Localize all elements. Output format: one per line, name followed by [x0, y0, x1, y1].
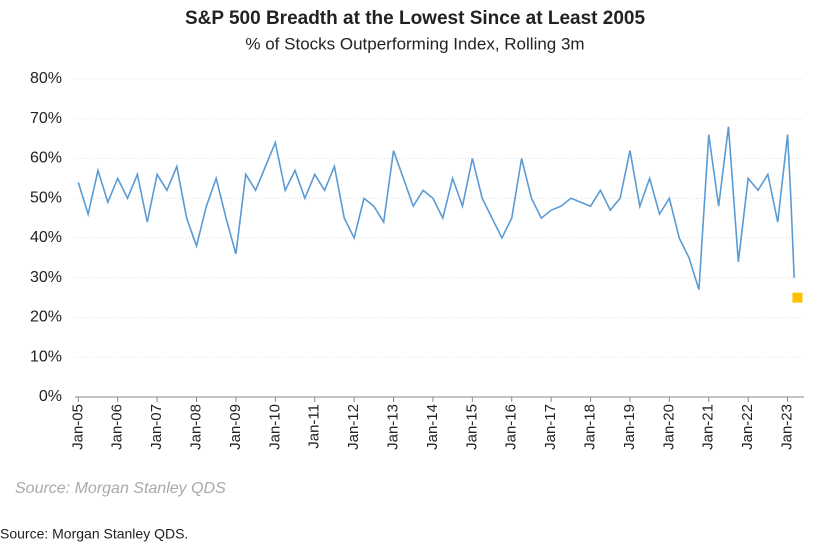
x-tick-label: Jan-23 [779, 404, 796, 450]
y-tick-label: 20% [30, 309, 62, 326]
y-tick-label: 80% [30, 70, 62, 87]
y-tick-label: 10% [30, 348, 62, 365]
x-tick-label: Jan-06 [109, 404, 126, 450]
x-tick-label: Jan-22 [739, 404, 756, 450]
x-tick-label: Jan-21 [700, 404, 717, 450]
x-tick-label: Jan-20 [660, 404, 677, 450]
x-tick-label: Jan-16 [503, 404, 520, 450]
chart-title: S&P 500 Breadth at the Lowest Since at L… [185, 8, 645, 29]
x-tick-label: Jan-13 [384, 404, 401, 450]
x-tick-label: Jan-14 [424, 404, 441, 450]
x-tick-label: Jan-10 [266, 404, 283, 450]
x-tick-label: Jan-09 [227, 404, 244, 450]
x-tick-label: Jan-12 [345, 404, 362, 450]
series-line [77, 126, 795, 290]
x-tick-label: Jan-15 [463, 404, 480, 450]
x-tick-label: Jan-19 [621, 404, 638, 450]
highlight-marker [792, 292, 803, 303]
x-tick-label: Jan-08 [187, 404, 204, 450]
x-tick-label: Jan-07 [148, 404, 165, 450]
source-note: Source: Morgan Stanley QDS [15, 480, 226, 497]
x-tick-label: Jan-17 [542, 404, 559, 450]
x-tick-label: Jan-05 [69, 404, 86, 450]
x-tick-label: Jan-11 [306, 404, 323, 449]
x-tick-label: Jan-18 [582, 404, 599, 450]
footer: Source: Morgan Stanley QDS. [0, 526, 188, 542]
y-tick-label: 40% [30, 229, 62, 246]
chart-subtitle: % of Stocks Outperforming Index, Rolling… [245, 34, 584, 53]
y-tick-label: 30% [30, 269, 62, 286]
y-tick-label: 50% [30, 189, 62, 206]
y-tick-label: 70% [30, 110, 62, 127]
y-tick-label: 60% [30, 150, 62, 167]
y-tick-label: 0% [39, 388, 62, 405]
